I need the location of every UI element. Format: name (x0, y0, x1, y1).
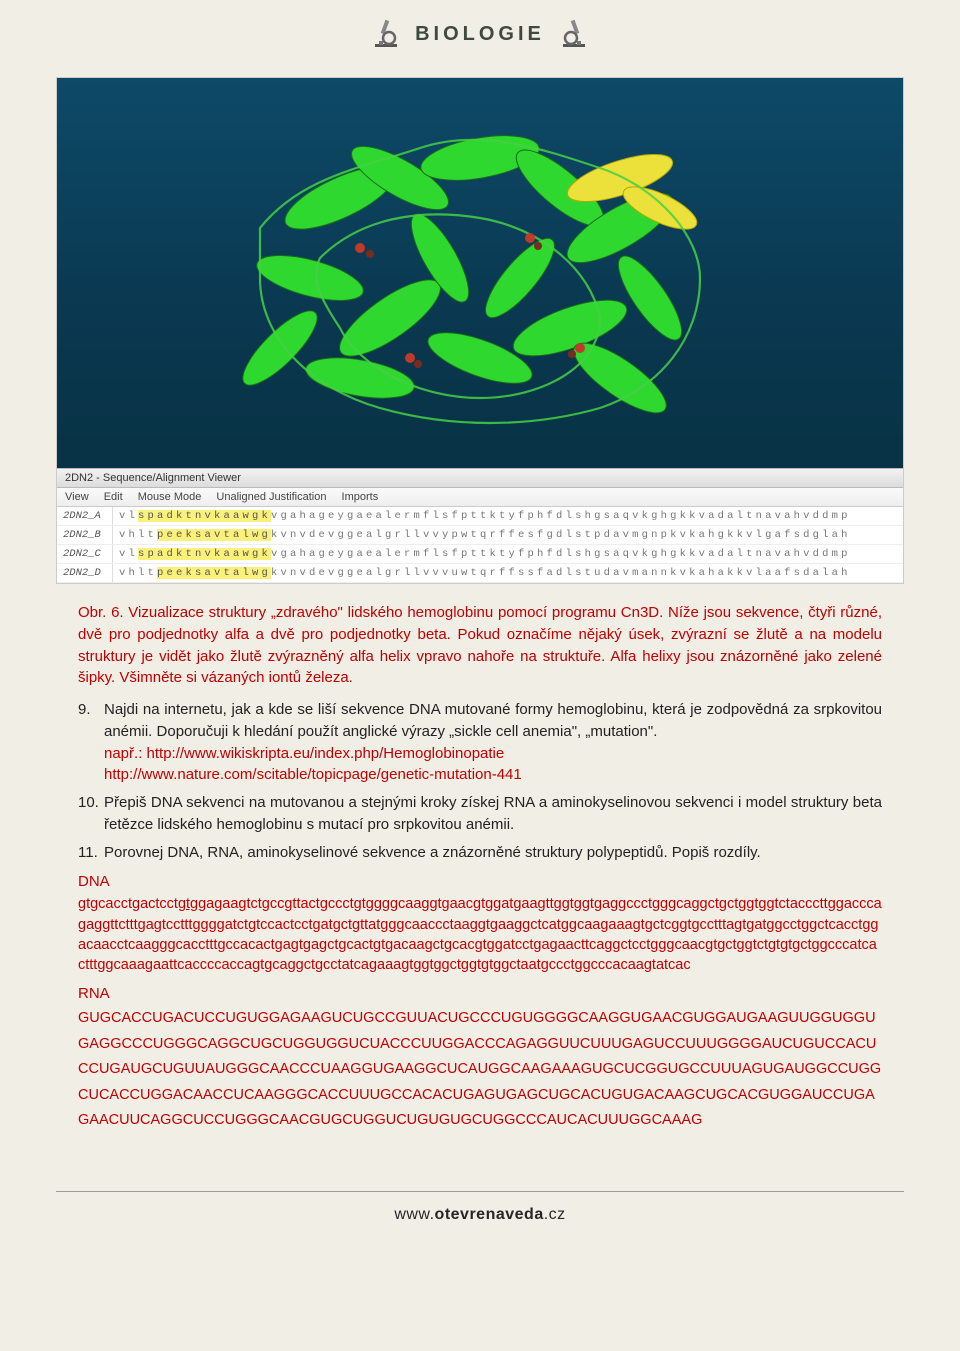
step-9-text: Najdi na internetu, jak a kde se liší se… (104, 701, 882, 740)
page-header: BIOLOGIE (0, 0, 960, 63)
sequence-row: 2DN2_Avlspadktnvkaawgkvgahageygaealermfl… (57, 507, 903, 526)
dna-label: DNA (78, 873, 882, 890)
menu-imports[interactable]: Imports (342, 491, 379, 503)
sequence-row-name: 2DN2_B (57, 526, 113, 544)
sequence-row-name: 2DN2_C (57, 545, 113, 563)
step-9-link1[interactable]: http://www.wikiskripta.eu/index.php/Hemo… (147, 745, 505, 762)
step-9-link2[interactable]: http://www.nature.com/scitable/topicpage… (104, 766, 522, 783)
sequence-row-seq: vlspadktnvkaawgkvgahageygaealermflsfpttk… (113, 545, 853, 563)
sequence-viewer-menu: View Edit Mouse Mode Unaligned Justifica… (57, 488, 903, 507)
figure-caption: Obr. 6. Vizualizace struktury „zdravého"… (78, 602, 882, 689)
figure-box: 2DN2 - Sequence/Alignment Viewer View Ed… (56, 77, 904, 584)
step-10: 10. Přepiš DNA sekvenci na mutovanou a s… (78, 792, 882, 836)
protein-3d-view (57, 78, 903, 468)
sequence-row-seq: vhltpeeksavtalwgkvnvdevggealgrllvvvuwtqr… (113, 564, 853, 582)
sequence-viewer-title: 2DN2 - Sequence/Alignment Viewer (57, 468, 903, 488)
step-number: 11. (78, 842, 98, 864)
sequence-row-name: 2DN2_D (57, 564, 113, 582)
sequence-row-seq: vlspadktnvkaawgkvgahageygaealermflsfpttk… (113, 507, 853, 525)
dna-sequence: gtgcacctgactcctgtggagaagtctgccgttactgccc… (78, 894, 882, 975)
microscope-icon (557, 16, 591, 53)
rna-label: RNA (78, 985, 882, 1002)
step-number: 9. (78, 699, 91, 721)
step-9-eg: např.: (104, 745, 147, 762)
menu-view[interactable]: View (65, 491, 89, 503)
step-10-text: Přepiš DNA sekvenci na mutovanou a stejn… (104, 794, 882, 833)
menu-unaligned[interactable]: Unaligned Justification (216, 491, 326, 503)
sequence-row: 2DN2_Dvhltpeeksavtalwgkvnvdevggealgrllvv… (57, 564, 903, 583)
page-footer: www.otevrenaveda.cz (56, 1191, 904, 1252)
menu-edit[interactable]: Edit (104, 491, 123, 503)
step-number: 10. (78, 792, 99, 814)
rna-sequence: GUGCACCUGACUCCUGUGGAGAAGUCUGCCGUUACUGCCC… (78, 1006, 882, 1133)
step-11-text: Porovnej DNA, RNA, aminokyselinové sekve… (104, 844, 761, 861)
page-title: BIOLOGIE (415, 23, 545, 46)
sequence-row-name: 2DN2_A (57, 507, 113, 525)
microscope-icon (369, 16, 403, 53)
step-11: 11. Porovnej DNA, RNA, aminokyselinové s… (78, 842, 882, 864)
menu-mouse-mode[interactable]: Mouse Mode (138, 491, 202, 503)
step-9: 9. Najdi na internetu, jak a kde se liší… (78, 699, 882, 786)
sequence-rows: 2DN2_Avlspadktnvkaawgkvgahageygaealermfl… (57, 507, 903, 583)
sequence-row: 2DN2_Cvlspadktnvkaawgkvgahageygaealermfl… (57, 545, 903, 564)
sequence-row-seq: vhltpeeksavtalwgkvnvdevggealgrllvvypwtqr… (113, 526, 853, 544)
sequence-row: 2DN2_Bvhltpeeksavtalwgkvnvdevggealgrllvv… (57, 526, 903, 545)
